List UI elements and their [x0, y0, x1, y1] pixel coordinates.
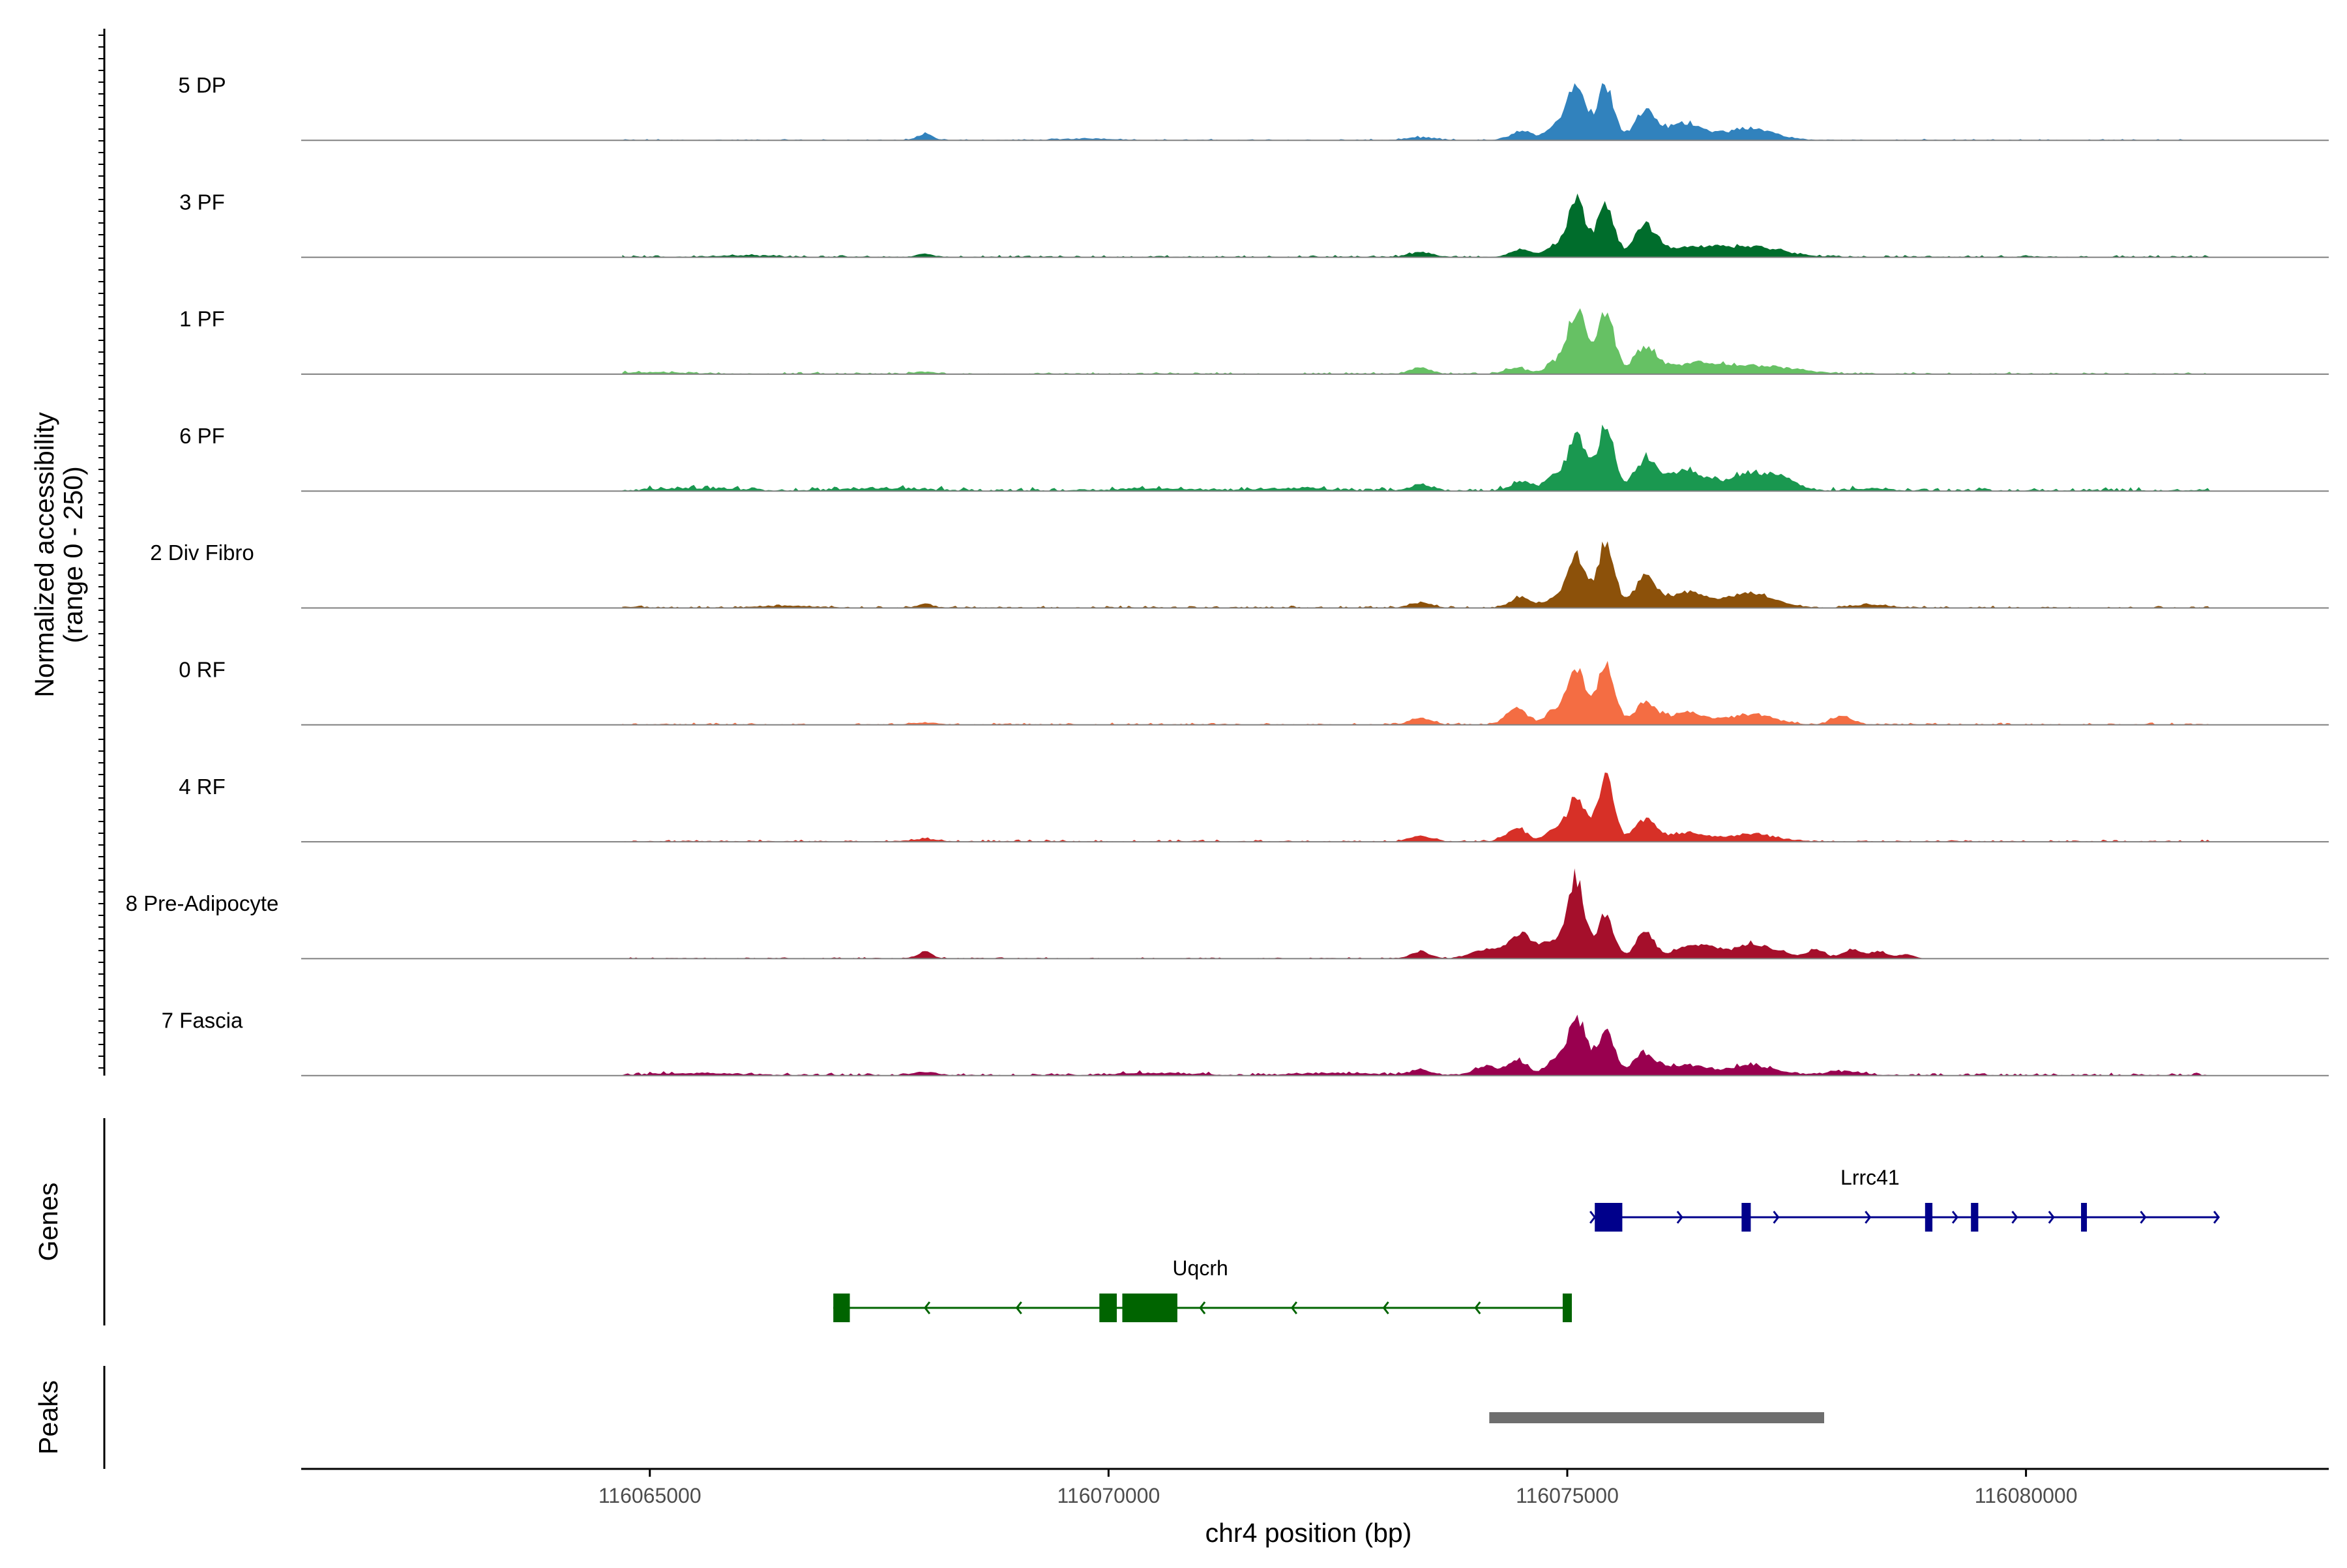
gene-strand-arrow [1773, 1211, 1780, 1224]
gene-strand-arrow [1382, 1301, 1389, 1314]
coverage-area-3 [622, 424, 2236, 492]
coverage-area-4 [622, 541, 2236, 608]
gene-strand-arrow [1015, 1301, 1022, 1314]
gene-name-label: Lrrc41 [1840, 1166, 1900, 1189]
track-label: 5 DP [178, 73, 226, 97]
gene-exon [1595, 1203, 1623, 1232]
gene-strand-arrow [1290, 1301, 1298, 1314]
gene-exon [2081, 1203, 2088, 1232]
gene-exon [1741, 1203, 1751, 1232]
coverage-area-0 [622, 83, 2236, 141]
genes-track-label: Genes [33, 1183, 63, 1262]
track-label: 4 RF [179, 775, 226, 799]
gene-strand-arrow [2048, 1211, 2055, 1224]
x-tick-label: 116075000 [1516, 1484, 1619, 1507]
gene-strand-arrow [2140, 1211, 2147, 1224]
gene-exon [833, 1294, 850, 1322]
gene-strand-arrow [1951, 1211, 1958, 1224]
track-label: 6 PF [179, 424, 225, 448]
gene-strand-arrow [2011, 1211, 2018, 1224]
gene-strand-arrow [1865, 1211, 1872, 1224]
track-label: 1 PF [179, 307, 225, 331]
gene-exon [1925, 1203, 1933, 1232]
gene-strand-arrow [1199, 1301, 1206, 1314]
gene-strand-arrow [1474, 1301, 1481, 1314]
track-label: 8 Pre-Adipocyte [126, 891, 279, 915]
coverage-area-5 [622, 660, 2236, 725]
track-label: 7 Fascia [162, 1008, 243, 1032]
coverage-area-2 [622, 308, 2236, 374]
coverage-area-6 [622, 772, 2236, 842]
coverage-area-8 [622, 1014, 2236, 1076]
gene-exon [1122, 1294, 1177, 1322]
track-label: 0 RF [179, 658, 226, 682]
gene-exon [1099, 1294, 1117, 1322]
x-axis-label: chr4 position (bp) [1205, 1518, 1412, 1548]
y-axis-range-label: (range 0 - 250) [58, 466, 88, 643]
coverage-area-7 [622, 868, 2236, 959]
peak-region [1489, 1412, 1825, 1423]
coverage-area-1 [622, 193, 2236, 258]
gene-strand-arrow [1589, 1211, 1597, 1224]
gene-name-label: Uqcrh [1172, 1256, 1228, 1280]
track-label: 3 PF [179, 190, 225, 214]
x-tick-label: 116070000 [1057, 1484, 1160, 1507]
gene-strand-arrow [1676, 1211, 1683, 1224]
gene-exon [1971, 1203, 1979, 1232]
y-axis-label: Normalized accessibility [29, 412, 59, 698]
gene-exon [1562, 1294, 1572, 1322]
peaks-track-label: Peaks [33, 1380, 63, 1455]
x-tick-label: 116065000 [598, 1484, 701, 1507]
gene-strand-arrow [2213, 1211, 2221, 1224]
x-tick-label: 116080000 [1975, 1484, 2078, 1507]
track-label: 2 Div Fibro [150, 540, 254, 565]
gene-strand-arrow [924, 1301, 931, 1314]
